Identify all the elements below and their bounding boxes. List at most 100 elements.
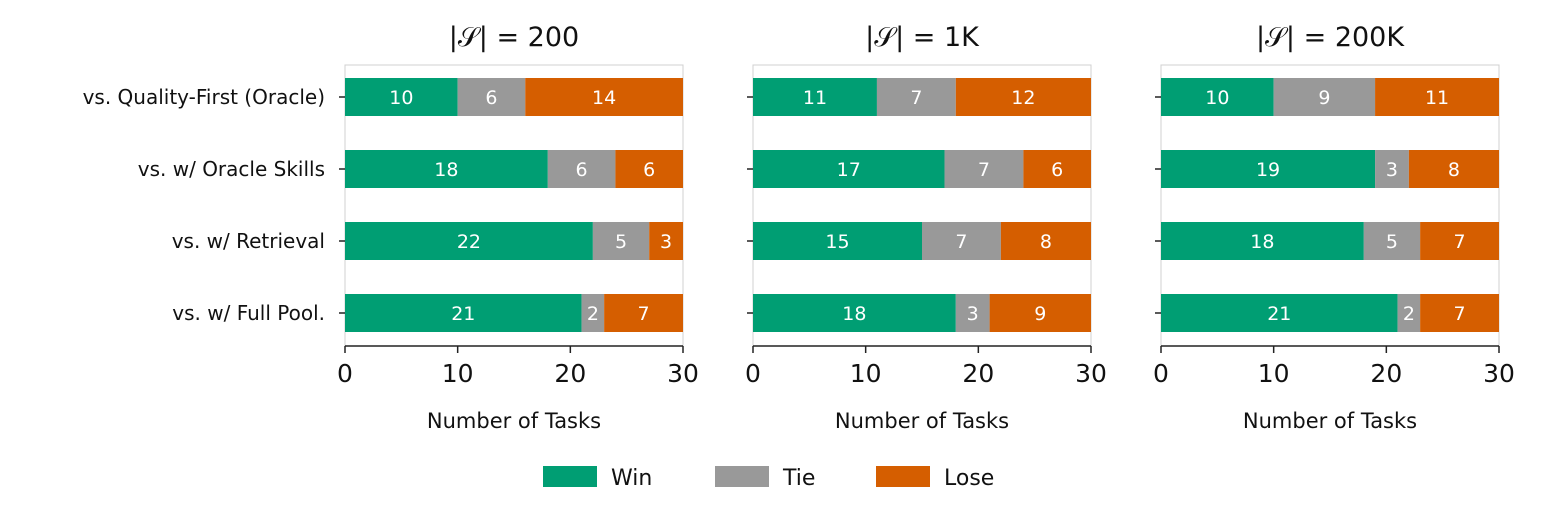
bar-tie bbox=[581, 294, 605, 332]
bar-value-label: 17 bbox=[837, 159, 861, 181]
bar-lose bbox=[525, 78, 683, 116]
bar-value-label: 18 bbox=[434, 159, 458, 181]
x-tick-label: 20 bbox=[1370, 359, 1402, 388]
bar-value-label: 3 bbox=[1386, 159, 1398, 181]
bar-value-label: 14 bbox=[592, 87, 616, 109]
y-category-label: vs. w/ Oracle Skills bbox=[138, 157, 325, 181]
bar-win bbox=[345, 222, 593, 260]
chart-panel-1: 11 7 12 17 7 6 15 7 8 18 3 9 0 10 20 30 Number of Tasks |… bbox=[745, 22, 1107, 433]
chart-panel-0: 10 6 14 vs. Quality-First (Oracle) 18 6 6 vs. w… bbox=[83, 22, 699, 433]
bar-value-label: 18 bbox=[1250, 231, 1274, 253]
bar-value-label: 8 bbox=[1448, 159, 1460, 181]
bar-win bbox=[1161, 78, 1274, 116]
bar-value-label: 15 bbox=[825, 231, 849, 253]
bar-tie bbox=[1273, 78, 1376, 116]
bar-value-label: 7 bbox=[1454, 303, 1466, 325]
bar-tie bbox=[955, 294, 990, 332]
y-category-label: vs. Quality-First (Oracle) bbox=[83, 85, 325, 109]
bar-value-label: 10 bbox=[389, 87, 413, 109]
bar-value-label: 5 bbox=[1386, 231, 1398, 253]
bar-value-label: 21 bbox=[1267, 303, 1291, 325]
bar-value-label: 11 bbox=[1425, 87, 1449, 109]
bar-value-label: 21 bbox=[451, 303, 475, 325]
bar-value-label: 7 bbox=[955, 231, 967, 253]
bar-win bbox=[1161, 294, 1398, 332]
legend-label-win: Win bbox=[611, 466, 652, 491]
x-tick-label: 20 bbox=[962, 359, 994, 388]
bar-value-label: 22 bbox=[457, 231, 481, 253]
bar-win bbox=[345, 294, 582, 332]
bar-value-label: 3 bbox=[660, 231, 672, 253]
bar-lose bbox=[615, 150, 683, 188]
bar-value-label: 9 bbox=[1318, 87, 1330, 109]
bar-lose bbox=[1375, 78, 1499, 116]
panel-title: |𝒮| = 200K bbox=[1256, 22, 1405, 53]
bar-tie bbox=[457, 78, 526, 116]
bar-tie bbox=[1397, 294, 1421, 332]
bar-lose bbox=[1420, 294, 1499, 332]
bar-value-label: 7 bbox=[638, 303, 650, 325]
x-axis-label: Number of Tasks bbox=[1243, 409, 1417, 433]
bar-value-label: 11 bbox=[803, 87, 827, 109]
bar-lose bbox=[989, 294, 1091, 332]
legend-swatch-tie bbox=[715, 466, 769, 487]
x-tick-label: 30 bbox=[667, 359, 699, 388]
legend-label-lose: Lose bbox=[944, 466, 994, 491]
bar-value-label: 2 bbox=[1403, 303, 1415, 325]
bar-lose bbox=[1408, 150, 1499, 188]
x-tick-label: 10 bbox=[850, 359, 882, 388]
bar-win bbox=[753, 222, 922, 260]
legend-label-tie: Tie bbox=[782, 466, 815, 491]
bar-lose bbox=[955, 78, 1091, 116]
bar-value-label: 6 bbox=[1051, 159, 1063, 181]
x-tick-label: 30 bbox=[1075, 359, 1107, 388]
bar-lose bbox=[649, 222, 683, 260]
bar-tie bbox=[1375, 150, 1409, 188]
bar-value-label: 19 bbox=[1256, 159, 1280, 181]
bar-win bbox=[345, 150, 548, 188]
chart-panel-2: 10 9 11 19 3 8 18 5 7 21 2 7 0 10 20 30 Number of Tasks |… bbox=[1153, 22, 1515, 433]
bar-value-label: 8 bbox=[1040, 231, 1052, 253]
bar-tie bbox=[876, 78, 956, 116]
bar-value-label: 10 bbox=[1205, 87, 1229, 109]
bar-win bbox=[753, 78, 877, 116]
bar-tie bbox=[944, 150, 1024, 188]
x-tick-label: 10 bbox=[442, 359, 474, 388]
bar-lose bbox=[604, 294, 683, 332]
y-category-label: vs. w/ Retrieval bbox=[172, 229, 325, 253]
bar-value-label: 9 bbox=[1034, 303, 1046, 325]
panel-title: |𝒮| = 1K bbox=[865, 22, 980, 53]
legend-swatch-lose bbox=[876, 466, 930, 487]
bar-tie bbox=[1363, 222, 1421, 260]
x-tick-label: 10 bbox=[1258, 359, 1290, 388]
bar-win bbox=[345, 78, 458, 116]
bar-value-label: 12 bbox=[1011, 87, 1035, 109]
bar-value-label: 18 bbox=[842, 303, 866, 325]
bar-tie bbox=[547, 150, 616, 188]
bar-win bbox=[1161, 222, 1364, 260]
bar-value-label: 7 bbox=[910, 87, 922, 109]
bar-value-label: 2 bbox=[587, 303, 599, 325]
bar-lose bbox=[1420, 222, 1499, 260]
bar-win bbox=[753, 294, 956, 332]
bar-tie bbox=[922, 222, 1001, 260]
x-tick-label: 30 bbox=[1483, 359, 1515, 388]
bar-value-label: 6 bbox=[485, 87, 497, 109]
x-tick-label: 0 bbox=[337, 359, 353, 388]
x-axis-label: Number of Tasks bbox=[835, 409, 1009, 433]
x-tick-label: 0 bbox=[745, 359, 761, 388]
y-category-label: vs. w/ Full Pool. bbox=[172, 301, 325, 325]
bar-win bbox=[753, 150, 945, 188]
bar-lose bbox=[1023, 150, 1091, 188]
bar-value-label: 3 bbox=[967, 303, 979, 325]
legend: Win Tie Lose bbox=[543, 466, 994, 491]
bar-value-label: 6 bbox=[576, 159, 588, 181]
bar-value-label: 7 bbox=[1454, 231, 1466, 253]
bar-win bbox=[1161, 150, 1376, 188]
bar-value-label: 7 bbox=[978, 159, 990, 181]
x-axis-label: Number of Tasks bbox=[427, 409, 601, 433]
bar-tie bbox=[592, 222, 650, 260]
x-tick-label: 20 bbox=[554, 359, 586, 388]
bar-value-label: 6 bbox=[643, 159, 655, 181]
